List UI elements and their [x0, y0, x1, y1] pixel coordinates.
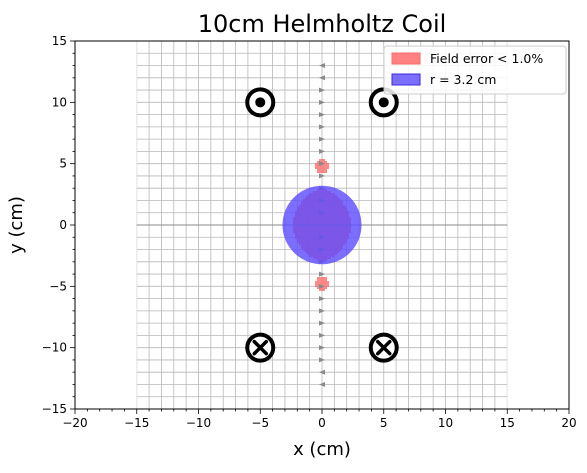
streamline-arrow	[319, 345, 325, 351]
streamline-arrow	[319, 283, 325, 289]
streamline-arrow	[319, 63, 325, 69]
legend-label-error: Field error < 1.0%	[430, 51, 543, 66]
x-tick-label: 5	[380, 416, 388, 430]
streamline-arrow	[319, 320, 325, 326]
legend-swatch-error	[391, 52, 421, 65]
legend-swatch-radius	[391, 73, 421, 86]
streamline-arrow	[319, 381, 325, 387]
streamline-arrow	[319, 75, 325, 81]
coil-out-icon	[245, 87, 276, 118]
streamline-arrow	[319, 161, 325, 167]
y-tick-label: −15	[42, 402, 67, 416]
x-tick-label: −5	[251, 416, 269, 430]
streamline-arrow	[319, 271, 325, 277]
legend-label-radius: r = 3.2 cm	[430, 72, 496, 87]
x-tick-label: −20	[62, 416, 87, 430]
streamline-arrow	[319, 308, 325, 314]
x-tick-label: 0	[318, 416, 326, 430]
y-tick-label: 5	[59, 157, 67, 171]
x-tick-label: 20	[561, 416, 576, 430]
coil-cross	[252, 339, 268, 356]
coil-dot	[255, 97, 266, 108]
x-tick-label: 15	[500, 416, 515, 430]
streamline-arrow	[319, 124, 325, 130]
streamline-arrow	[319, 148, 325, 154]
coil-dot	[378, 97, 389, 108]
legend-box	[383, 45, 567, 95]
y-tick-label: 0	[59, 218, 67, 232]
coil-in-icon	[368, 332, 399, 363]
coil-in-icon	[245, 332, 276, 363]
coil-cross	[376, 339, 392, 356]
y-tick-label: −10	[42, 341, 67, 355]
streamline-arrow	[319, 173, 325, 179]
streamline-arrow	[319, 357, 325, 363]
x-tick-label: −10	[186, 416, 211, 430]
streamline-arrow	[319, 99, 325, 105]
coil-markers	[245, 87, 399, 363]
x-tick-label: −15	[124, 416, 149, 430]
y-axis-label: y (cm)	[6, 196, 27, 254]
streamline-arrow	[319, 87, 325, 93]
legend: Field error < 1.0% r = 3.2 cm	[383, 45, 567, 95]
x-axis-label: x (cm)	[293, 439, 351, 460]
streamline-arrow	[319, 369, 325, 375]
y-tick-label: 10	[52, 95, 67, 109]
y-tick-label: 15	[52, 34, 67, 48]
streamline-arrow	[319, 332, 325, 338]
y-tick-label: −5	[49, 279, 67, 293]
chart-title: 10cm Helmholtz Coil	[198, 10, 447, 38]
radius-circle	[282, 185, 362, 265]
x-tick-label: 10	[438, 416, 453, 430]
streamline-arrow	[319, 112, 325, 118]
streamline-arrow	[319, 136, 325, 142]
streamline-arrow	[319, 296, 325, 302]
radius-circle-layer	[282, 185, 362, 265]
